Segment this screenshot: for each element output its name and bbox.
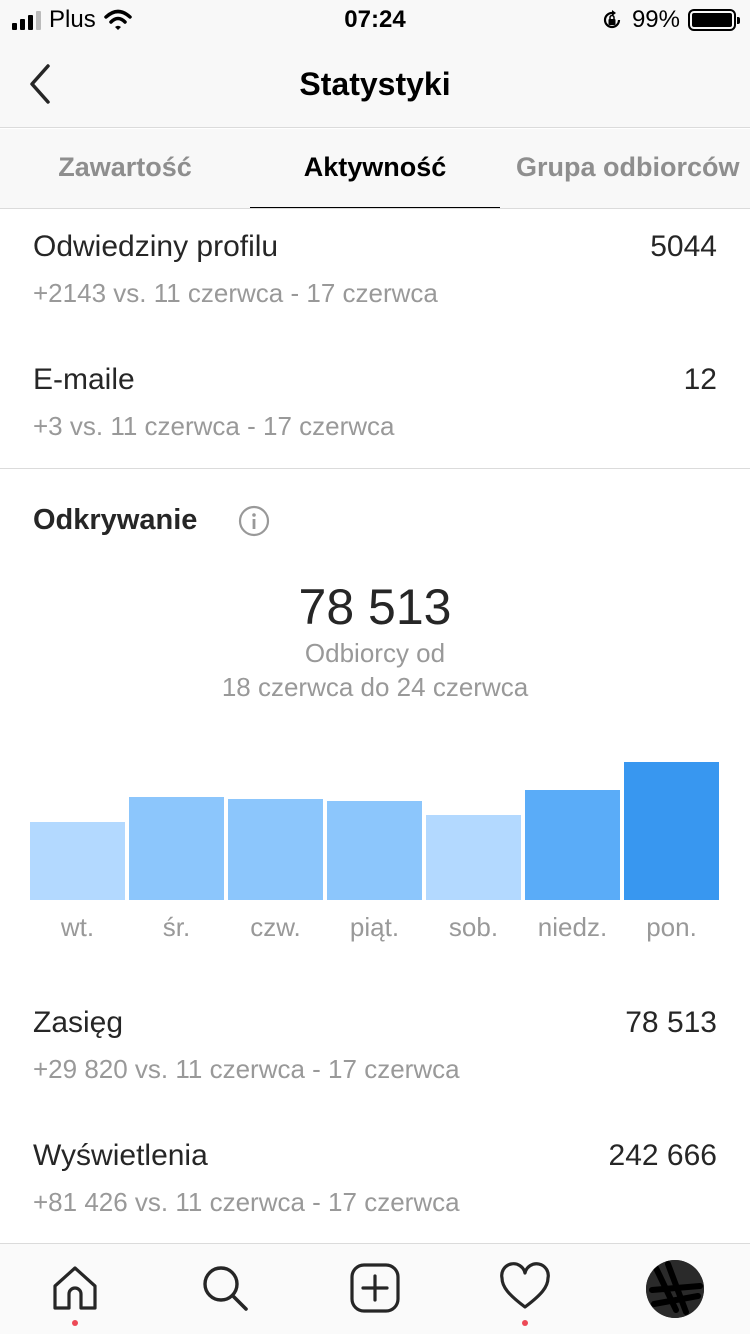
status-left: Plus bbox=[12, 6, 132, 34]
stat-comparison: +81 426 vs. 11 czerwca - 17 czerwca bbox=[33, 1187, 460, 1217]
page-title: Statystyki bbox=[299, 66, 451, 102]
stat-label: E-maile bbox=[33, 363, 135, 396]
stat-label: Wyświetlenia bbox=[33, 1139, 208, 1172]
chart-bar[interactable] bbox=[228, 799, 323, 900]
chart-day-label: piąt. bbox=[349, 912, 400, 942]
chart-bar[interactable] bbox=[624, 762, 719, 900]
reach-caption: Odbiorcy od bbox=[304, 638, 446, 668]
stat-label: Zasięg bbox=[33, 1006, 124, 1039]
stat-emails: E-maile 12 +3 vs. 11 czerwca - 17 czerwc… bbox=[33, 363, 717, 453]
stat-impressions: Wyświetlenia 242 666 +81 426 vs. 11 czer… bbox=[33, 1139, 717, 1229]
chart-day-label: czw. bbox=[250, 912, 301, 942]
reach-total: 78 513 bbox=[298, 579, 452, 635]
chart-day-labels: wt. śr. czw. piąt. sob. niedz. pon. bbox=[30, 912, 720, 948]
bottom-tab-bar bbox=[0, 1243, 750, 1334]
profile-avatar-icon[interactable] bbox=[646, 1260, 704, 1318]
stat-value: 78 513 bbox=[625, 1006, 717, 1039]
battery-percentage: 99% bbox=[631, 6, 680, 33]
section-divider bbox=[0, 468, 750, 469]
chart-day-label: wt. bbox=[60, 912, 95, 942]
heart-icon[interactable] bbox=[499, 1262, 551, 1314]
stat-value: 5044 bbox=[650, 230, 717, 263]
section-title: Odkrywanie bbox=[33, 504, 198, 536]
stat-value: 12 bbox=[683, 363, 717, 396]
chart-day-label: pon. bbox=[646, 912, 697, 942]
activity-notification-dot bbox=[522, 1320, 528, 1326]
tab-audience[interactable]: Grupa odbiorców bbox=[516, 152, 740, 182]
reach-date-range: 18 czerwca do 24 czerwca bbox=[221, 672, 529, 702]
orientation-lock-icon bbox=[603, 10, 621, 29]
chart-day-label: niedz. bbox=[537, 912, 608, 942]
daily-reach-chart bbox=[30, 740, 720, 900]
chart-bar[interactable] bbox=[525, 790, 620, 900]
stat-profile-visits: Odwiedziny profilu 5044 +2143 vs. 11 cze… bbox=[33, 230, 717, 320]
chevron-left-icon bbox=[30, 64, 50, 104]
chart-bar[interactable] bbox=[30, 822, 125, 900]
status-right: 99% bbox=[600, 6, 740, 34]
search-icon[interactable] bbox=[199, 1262, 251, 1314]
stat-reach: Zasięg 78 513 +29 820 vs. 11 czerwca - 1… bbox=[33, 1006, 717, 1096]
info-icon[interactable] bbox=[238, 505, 270, 537]
redacted-scribble bbox=[646, 1260, 704, 1318]
back-button[interactable] bbox=[20, 60, 60, 108]
insights-tabs: Zawartość Aktywność Grupa odbiorców bbox=[0, 129, 750, 209]
chart-bar[interactable] bbox=[327, 801, 422, 900]
stat-comparison: +2143 vs. 11 czerwca - 17 czerwca bbox=[33, 278, 438, 308]
home-notification-dot bbox=[72, 1320, 78, 1326]
chart-day-label: śr. bbox=[162, 912, 191, 942]
status-bar: Plus 07:24 99% bbox=[0, 0, 750, 40]
wifi-icon bbox=[103, 9, 132, 30]
signal-strength-icon bbox=[12, 10, 41, 30]
chart-bar[interactable] bbox=[426, 815, 521, 900]
navigation-bar: Statystyki bbox=[0, 40, 750, 128]
status-time: 07:24 bbox=[344, 6, 406, 33]
add-post-icon[interactable] bbox=[349, 1262, 401, 1314]
tab-activity[interactable]: Aktywność bbox=[250, 129, 500, 208]
battery-icon bbox=[688, 9, 740, 31]
carrier-name: Plus bbox=[49, 6, 96, 33]
stat-comparison: +3 vs. 11 czerwca - 17 czerwca bbox=[33, 411, 395, 441]
stat-label: Odwiedziny profilu bbox=[33, 230, 279, 263]
home-icon[interactable] bbox=[49, 1262, 101, 1314]
chart-bar[interactable] bbox=[129, 797, 224, 900]
battery-level bbox=[692, 13, 732, 27]
chart-day-label: sob. bbox=[448, 912, 499, 942]
stat-comparison: +29 820 vs. 11 czerwca - 17 czerwca bbox=[33, 1054, 460, 1084]
tab-content[interactable]: Zawartość bbox=[58, 152, 192, 182]
stat-value: 242 666 bbox=[608, 1139, 717, 1172]
